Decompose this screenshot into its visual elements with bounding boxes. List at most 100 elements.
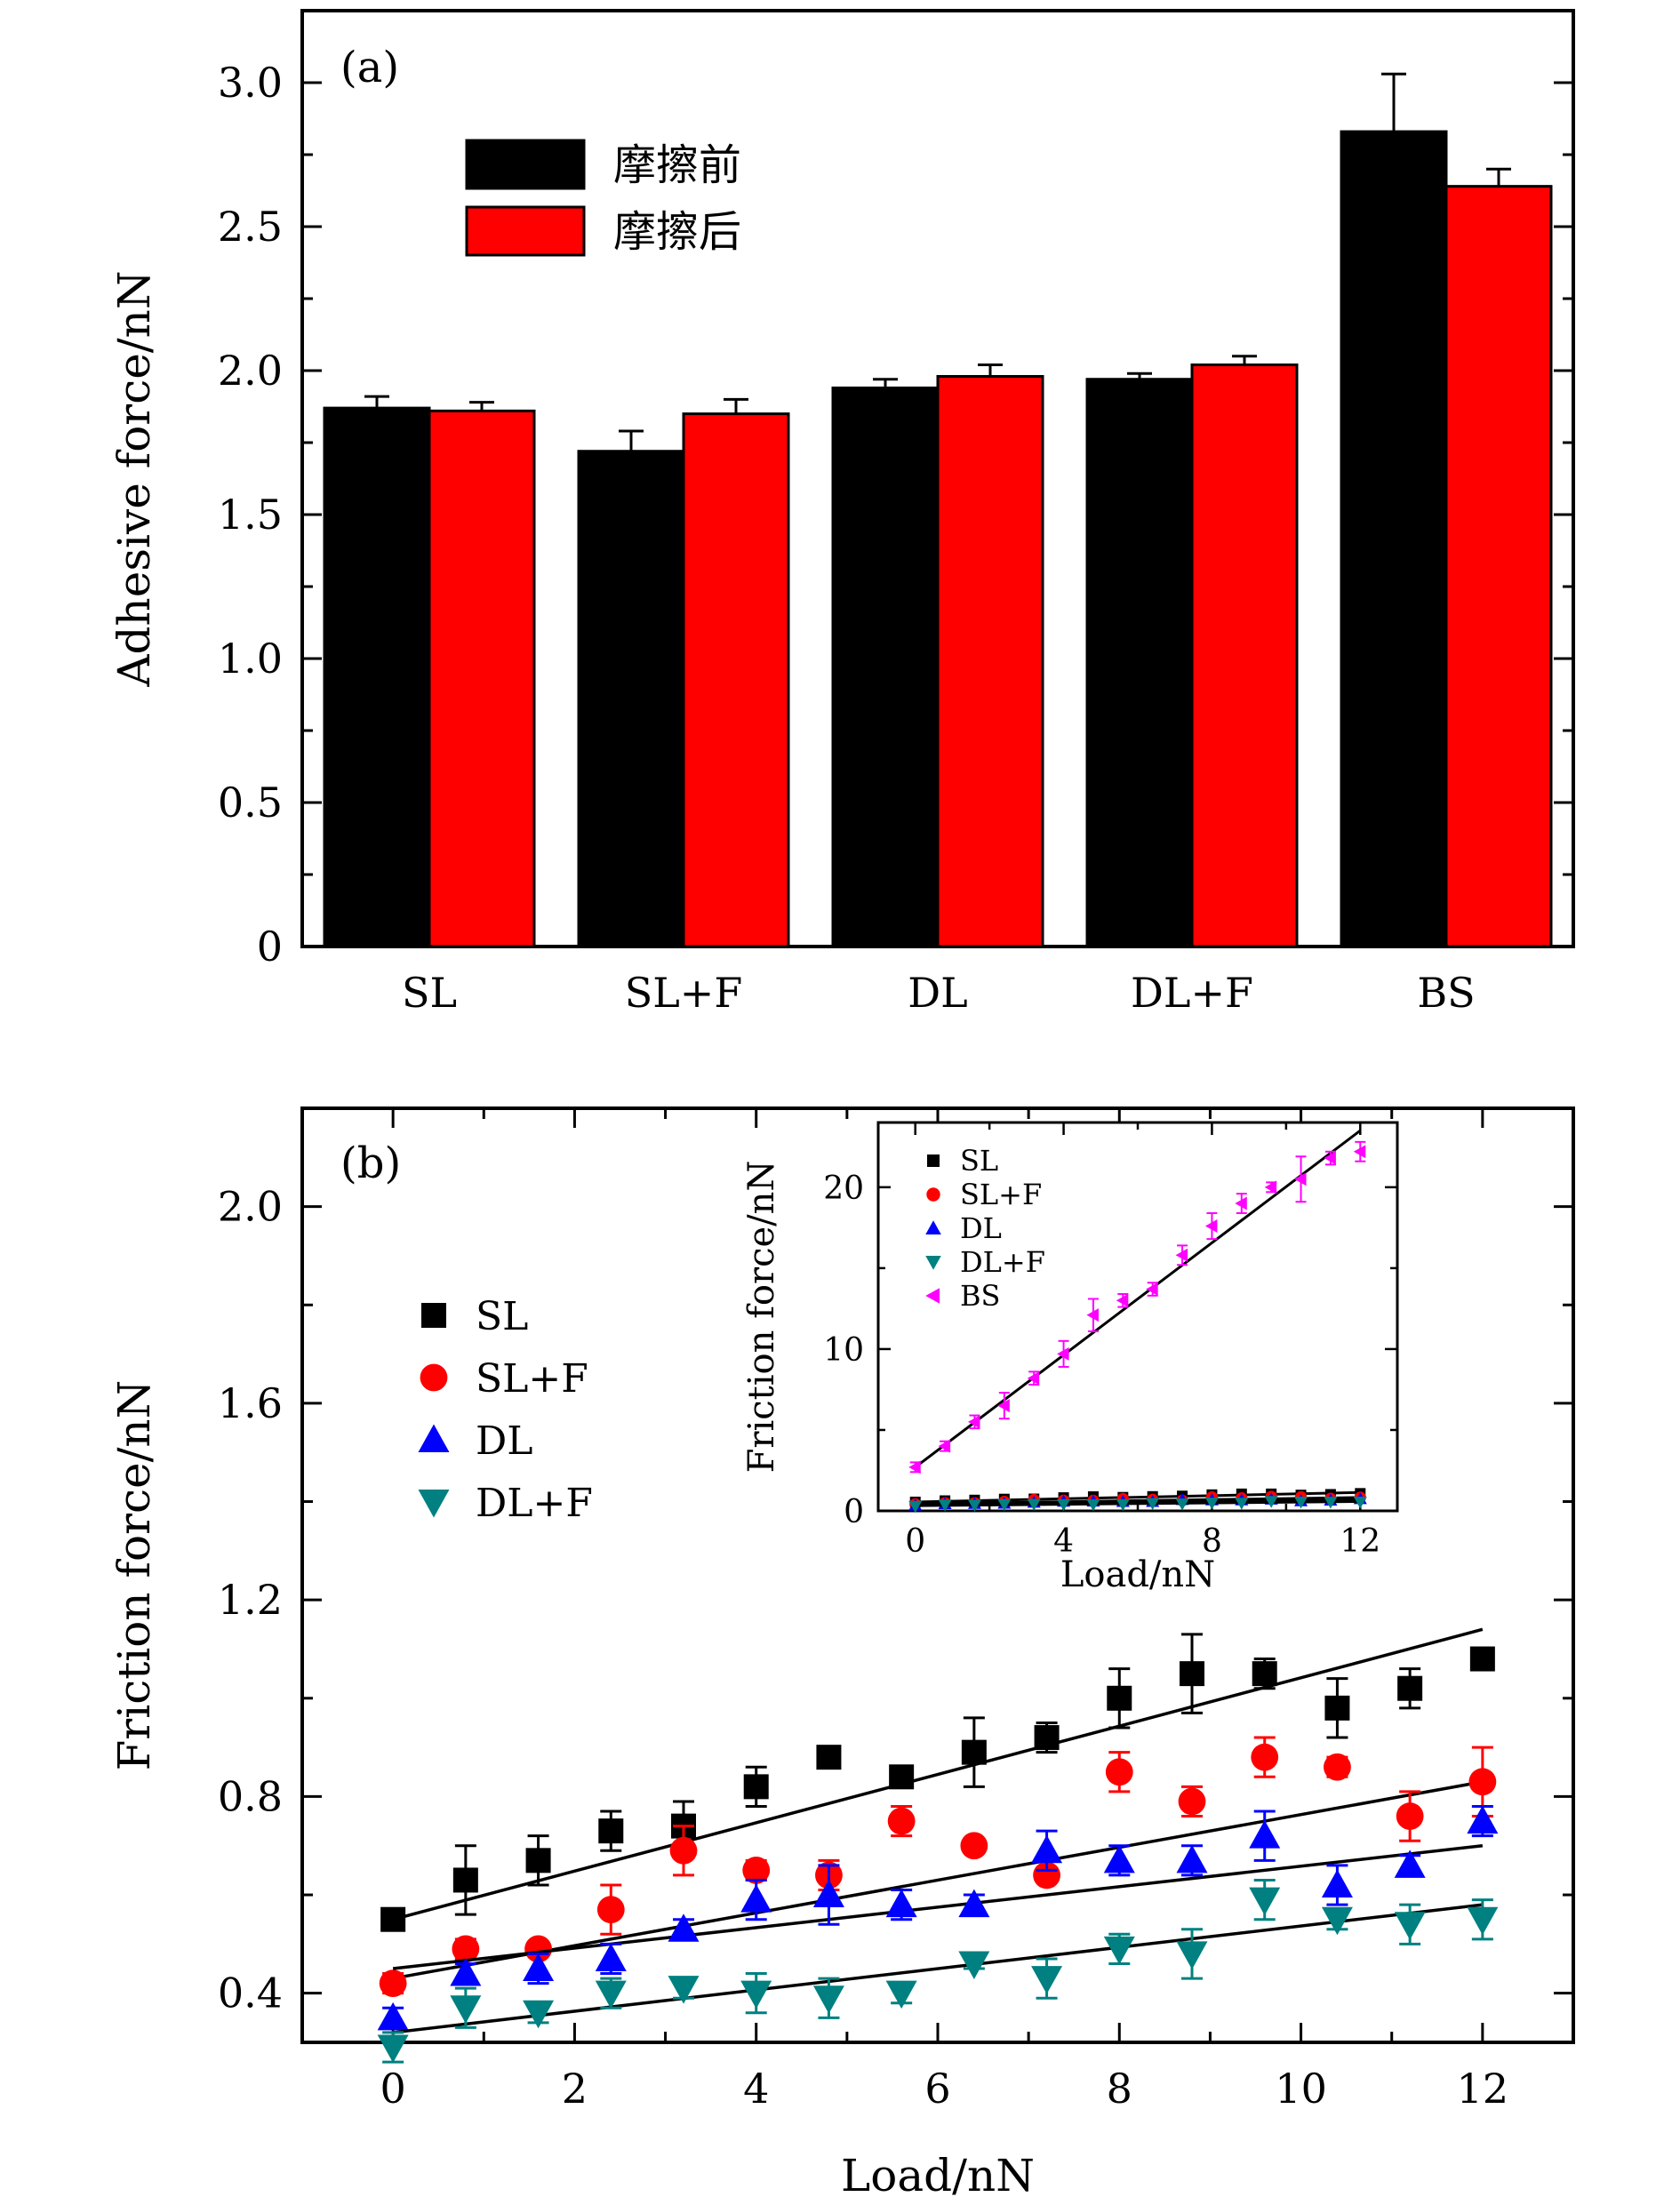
- x-tick-label: 0: [380, 2065, 406, 2113]
- y-axis-label: Friction force/nN: [108, 1380, 160, 1771]
- x-tick-label: SL+F: [625, 969, 743, 1017]
- data-point: [1057, 1346, 1069, 1361]
- bar: [682, 412, 790, 948]
- data-point: [1324, 1497, 1338, 1509]
- x-tick-label: 4: [1053, 1523, 1074, 1560]
- y-tick-label: 0.4: [218, 1969, 283, 2017]
- data-point: [1105, 1758, 1133, 1786]
- data-point: [967, 1415, 980, 1429]
- x-tick-label: 12: [1457, 2065, 1509, 2113]
- data-point: [812, 1879, 844, 1908]
- panel-a-bar-chart: 0 0.5 1.0 1.5 2.0 2.5 3.0 SL SL+F DL DL+F BS (a) Adhe…: [108, 9, 1575, 1017]
- data-point: [1264, 1496, 1278, 1508]
- x-axis-label: Load/nN: [841, 2150, 1035, 2201]
- data-point: [1321, 1869, 1353, 1897]
- data-point: [1086, 1308, 1099, 1322]
- legend-swatch: [465, 205, 586, 257]
- legend-marker: [925, 1288, 940, 1304]
- data-point: [1249, 1820, 1281, 1849]
- data-point: [450, 1958, 482, 1986]
- data-point: [668, 1976, 700, 2004]
- y-tick-label: 3.0: [218, 59, 283, 107]
- x-tick-label: BS: [1417, 969, 1475, 1017]
- data-point: [1294, 1172, 1307, 1186]
- fit-line: [914, 1129, 1362, 1469]
- bar: [1085, 378, 1194, 948]
- data-point: [1324, 1753, 1351, 1781]
- y-tick-label: 2.5: [218, 203, 283, 251]
- y-tick-label: 2.0: [218, 347, 283, 395]
- data-point: [1235, 1498, 1249, 1510]
- legend-label: SL+F: [960, 1178, 1042, 1211]
- panel-b-inset-chart: 0 4 8 12 0 10 20 Load/nN Friction force/nN SLSL+F…: [741, 1121, 1399, 1595]
- bar: [1190, 364, 1299, 948]
- data-point: [1086, 1498, 1100, 1512]
- y-tick-label: 0: [844, 1494, 864, 1530]
- legend-label: DL: [476, 1418, 533, 1464]
- fit-line: [915, 1499, 1361, 1507]
- data-point: [379, 1969, 407, 1998]
- data-point: [668, 1913, 700, 1942]
- fit-line: [915, 1498, 1361, 1506]
- data-point: [1057, 1498, 1071, 1512]
- data-point: [887, 1807, 916, 1835]
- data-point: [524, 1935, 552, 1963]
- legend-marker: [925, 1256, 941, 1270]
- data-point: [742, 1856, 771, 1884]
- data-point: [997, 1498, 1012, 1512]
- data-point: [1264, 1180, 1277, 1194]
- data-point: [908, 1500, 923, 1514]
- data-point: [997, 1399, 1010, 1413]
- data-point: [1252, 1661, 1277, 1687]
- legend-label: SL: [960, 1144, 998, 1178]
- fit-line: [392, 1843, 1484, 1970]
- data-point: [1107, 1685, 1132, 1711]
- fit-line: [392, 1780, 1484, 1980]
- data-point: [1176, 1844, 1208, 1873]
- y-tick-label: 0.5: [218, 779, 283, 827]
- y-tick-label: 20: [823, 1170, 864, 1207]
- data-point: [961, 1739, 987, 1765]
- data-point: [1034, 1725, 1060, 1751]
- data-point: [1397, 1675, 1423, 1701]
- panel-label: (a): [340, 43, 399, 92]
- data-point: [1175, 1248, 1188, 1262]
- data-point: [669, 1836, 698, 1865]
- data-point: [1204, 1498, 1219, 1510]
- data-point: [938, 1499, 952, 1512]
- data-point: [1180, 1661, 1204, 1687]
- data-point: [1353, 1496, 1367, 1509]
- data-point: [1116, 1293, 1129, 1307]
- bar: [428, 409, 536, 948]
- data-point: [1033, 1861, 1060, 1889]
- x-tick-label: DL+F: [1131, 969, 1253, 1017]
- legend-label: SL: [476, 1294, 528, 1339]
- legend-marker: [418, 1490, 450, 1518]
- data-point: [1146, 1498, 1160, 1511]
- data-point: [1321, 1906, 1353, 1936]
- x-tick-label: 8: [1202, 1523, 1222, 1560]
- y-axis-label: Friction force/nN: [741, 1161, 782, 1474]
- data-point: [1116, 1498, 1130, 1512]
- data-point: [740, 1980, 772, 2009]
- legend-label: BS: [960, 1279, 1000, 1313]
- data-point: [1469, 1646, 1495, 1672]
- x-tick-label: DL: [908, 969, 967, 1017]
- data-point: [1249, 1887, 1281, 1916]
- data-point: [377, 2034, 409, 2064]
- legend-marker: [927, 1154, 940, 1167]
- x-tick-label: 12: [1340, 1523, 1380, 1560]
- data-point: [1468, 1768, 1497, 1796]
- data-point: [1394, 1849, 1426, 1878]
- y-axis-label: Adhesive force/nN: [108, 270, 160, 687]
- y-tick-label: 1.5: [218, 491, 283, 539]
- data-point: [1103, 1936, 1135, 1965]
- data-point: [1103, 1844, 1135, 1873]
- legend-marker: [925, 1220, 941, 1234]
- data-point: [1175, 1498, 1189, 1511]
- panel-b-scatter-chart: 0 2 4 6 8 10 12 0.4 0.8 1.2 1.6 2.0 (b) Load/nN Fricti…: [108, 1106, 1575, 2201]
- legend-marker: [418, 1424, 450, 1452]
- data-point: [812, 1985, 844, 2014]
- y-tick-label: 1.6: [218, 1379, 283, 1427]
